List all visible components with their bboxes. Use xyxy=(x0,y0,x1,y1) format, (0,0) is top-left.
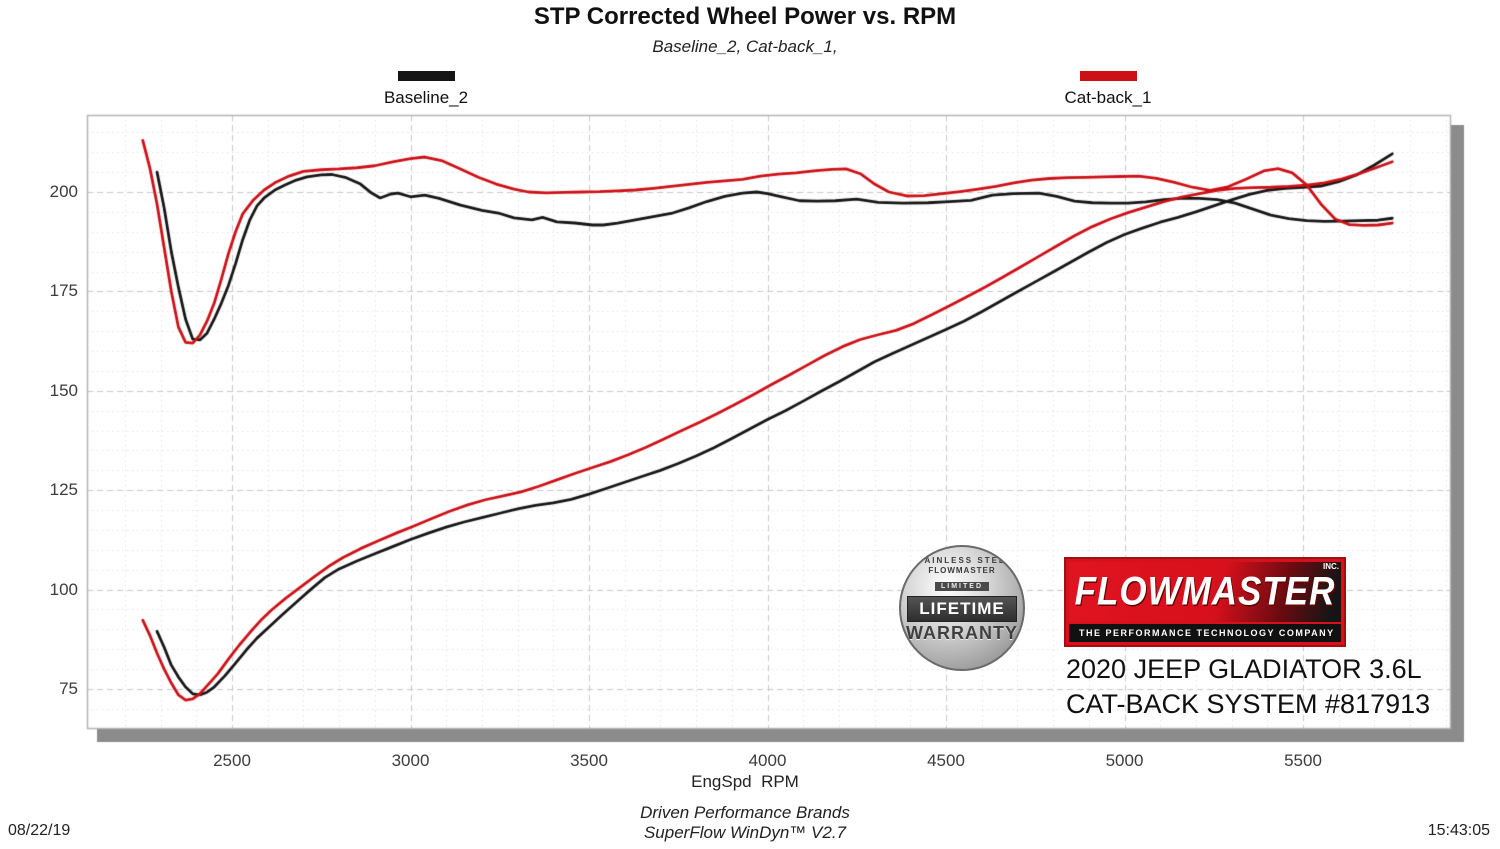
footer-software-line: SuperFlow WinDyn™ V2.7 xyxy=(643,823,847,842)
y-tick-label: 200 xyxy=(49,182,78,201)
vehicle-description: 2020 JEEP GLADIATOR 3.6L CAT-BACK SYSTEM… xyxy=(1066,652,1466,722)
flowmaster-logo-main: FLOWMASTER INC. xyxy=(1069,562,1341,622)
flowmaster-inc-text: INC. xyxy=(1323,562,1339,571)
x-tick-label: 3500 xyxy=(570,751,608,770)
footer-brand-line: Driven Performance Brands xyxy=(640,803,850,822)
chart-subtitle: Baseline_2, Cat-back_1, xyxy=(652,37,838,56)
vehicle-line-1: 2020 JEEP GLADIATOR 3.6L xyxy=(1066,654,1422,684)
y-tick-label: 150 xyxy=(49,380,78,400)
y-tick-label: 175 xyxy=(49,281,78,301)
x-tick-label: 5000 xyxy=(1105,751,1144,770)
vehicle-line-2: CAT-BACK SYSTEM #817913 xyxy=(1066,689,1431,719)
legend-label-catback: Cat-back_1 xyxy=(1064,88,1152,107)
legend-swatch-baseline xyxy=(398,71,455,81)
x-tick-label: 4000 xyxy=(748,751,787,770)
legend-swatch-catback xyxy=(1080,71,1137,81)
y-tick-label: 100 xyxy=(49,579,78,599)
y-tick-label: 75 xyxy=(59,679,78,698)
x-tick-label: 3000 xyxy=(391,751,430,770)
time-stamp: 15:43:05 xyxy=(1427,822,1490,839)
badge-lifetime-text: LIFETIME xyxy=(907,596,1017,622)
badge-brand-text: FLOWMASTER xyxy=(928,566,996,575)
x-axis-label: EngSpd RPM xyxy=(691,772,799,791)
x-tick-label: 4500 xyxy=(927,751,965,770)
legend-label-baseline: Baseline_2 xyxy=(383,88,469,107)
flowmaster-brand-text: FLOWMASTER xyxy=(1074,569,1336,614)
flowmaster-tagline-text: THE PERFORMANCE TECHNOLOGY COMPANY xyxy=(1079,628,1335,638)
badge-limited-text: LIMITED xyxy=(935,582,989,591)
chart-title: STP Corrected Wheel Power vs. RPM xyxy=(533,3,957,30)
badge-warranty-text: WARRANTY xyxy=(906,623,1018,643)
flowmaster-logo: FLOWMASTER INC. THE PERFORMANCE TECHNOLO… xyxy=(1064,557,1346,647)
x-tick-label: 2500 xyxy=(213,751,251,770)
y-tick-label: 125 xyxy=(49,480,78,500)
lifetime-warranty-badge: STAINLESS STEEL FLOWMASTER LIMITED LIFET… xyxy=(899,545,1025,671)
x-tick-label: 5500 xyxy=(1284,751,1322,770)
flowmaster-tagline-strip: THE PERFORMANCE TECHNOLOGY COMPANY xyxy=(1069,624,1341,642)
date-stamp: 08/22/19 xyxy=(8,822,71,839)
badge-stainless-text: STAINLESS STEEL xyxy=(910,556,1014,565)
